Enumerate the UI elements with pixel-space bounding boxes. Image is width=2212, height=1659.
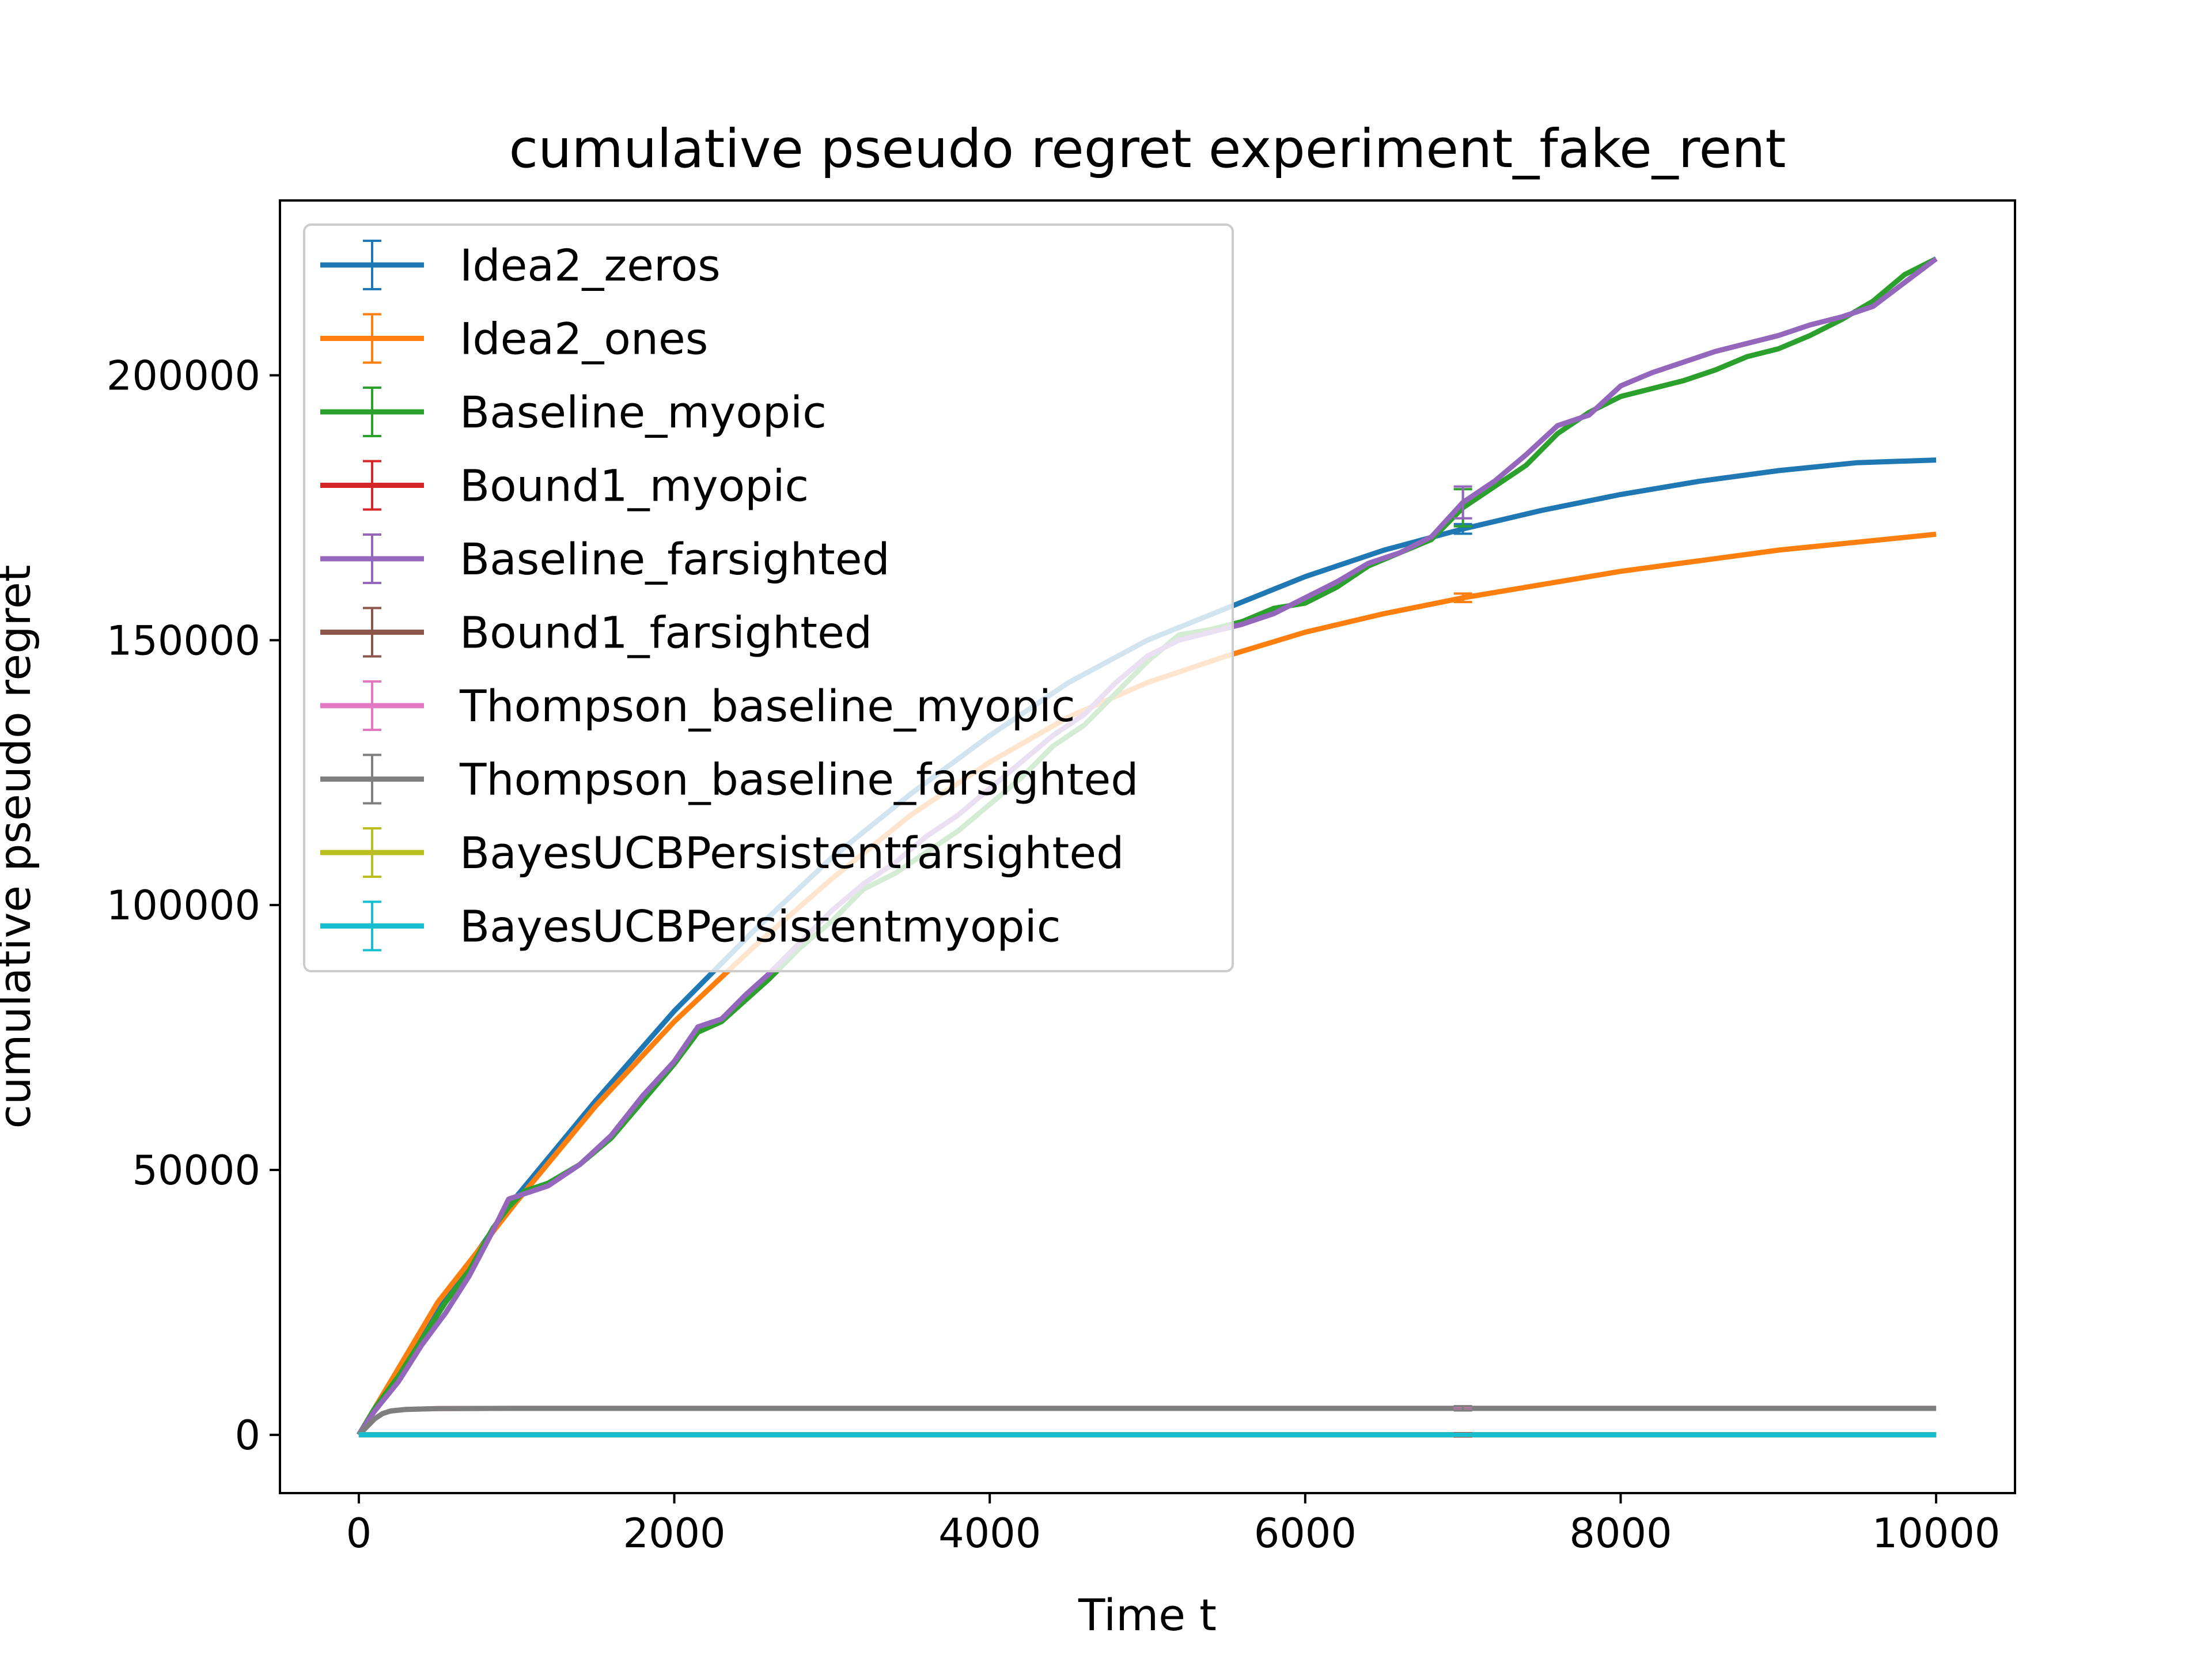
x-axis: 0 2000 4000 6000 8000 10000: [346, 1493, 2001, 1557]
chart-title: cumulative pseudo regret experiment_fake…: [509, 118, 1786, 180]
legend-entry-baseline-myopic: Baseline_myopic: [320, 387, 827, 438]
errorbar-idea2-ones: [1453, 592, 1472, 604]
errorbar-layer: [1453, 485, 1472, 1438]
legend: Idea2_zeros Idea2_ones Baseline_myopic Boun…: [303, 224, 1234, 972]
legend-label: Bound1_farsighted: [460, 607, 872, 658]
legend-entry-baseline-farsighted: Baseline_farsighted: [320, 533, 890, 585]
y-tick-label: 200000: [107, 352, 260, 399]
errorbar-thompson-baseline-farsighted: [1453, 1405, 1472, 1412]
legend-label: Idea2_ones: [460, 313, 708, 365]
y-tick-label: 50000: [132, 1147, 260, 1194]
legend-entry-thompson-baseline-farsighted: Thompson_baseline_farsighted: [320, 753, 1138, 805]
errorbar-bayesucbpersistentmyopic: [1453, 1432, 1472, 1437]
legend-label: Bound1_myopic: [460, 460, 809, 512]
legend-entry-idea2-ones: Idea2_ones: [320, 313, 708, 365]
errorbar-baseline-farsighted: [1453, 485, 1472, 520]
legend-entry-bound1-myopic: Bound1_myopic: [320, 460, 809, 512]
legend-label: BayesUCBPersistentfarsighted: [460, 827, 1124, 878]
x-tick-label: 10000: [1872, 1510, 2001, 1557]
legend-label: Idea2_zeros: [460, 240, 721, 291]
x-tick-label: 2000: [623, 1510, 725, 1557]
x-axis-title: Time t: [1078, 1589, 1217, 1641]
y-axis: 0 50000 100000 150000 200000: [107, 352, 280, 1459]
plot-frame: [279, 199, 2016, 1494]
y-tick-label: 100000: [107, 882, 260, 929]
x-tick-label: 0: [346, 1510, 372, 1557]
legend-entry-thompson-baseline-myopic: Thompson_baseline_myopic: [320, 680, 1075, 732]
x-tick-label: 6000: [1254, 1510, 1357, 1557]
legend-box: [303, 224, 1234, 972]
legend-label: Baseline_myopic: [460, 387, 827, 438]
legend-entry-bayesucbpersistentfarsighted: BayesUCBPersistentfarsighted: [320, 827, 1124, 878]
legend-label: BayesUCBPersistentmyopic: [460, 901, 1060, 952]
y-axis-title: cumulative pseudo regret: [0, 565, 40, 1128]
legend-entry-idea2-zeros: Idea2_zeros: [320, 240, 721, 291]
legend-entry-bayesucbpersistentmyopic: BayesUCBPersistentmyopic: [320, 900, 1060, 952]
x-tick-label: 8000: [1569, 1510, 1672, 1557]
legend-label: Baseline_farsighted: [460, 533, 890, 585]
legend-entry-bound1-farsighted: Bound1_farsighted: [320, 607, 872, 658]
series-line-thompson-baseline-farsighted: [357, 1406, 1937, 1437]
legend-label: Thompson_baseline_myopic: [459, 680, 1075, 732]
y-tick-label: 150000: [107, 617, 260, 664]
y-tick-label: 0: [234, 1412, 260, 1459]
legend-label: Thompson_baseline_farsighted: [459, 754, 1138, 805]
x-tick-label: 4000: [938, 1510, 1041, 1557]
